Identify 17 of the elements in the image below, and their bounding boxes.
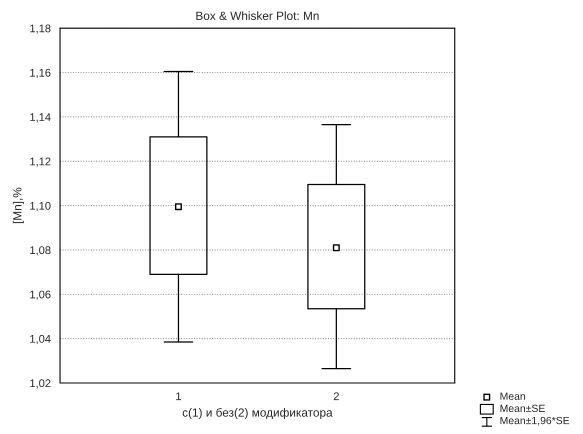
text: Mean±1,96*SE bbox=[500, 416, 570, 426]
x-tick-label: 2 bbox=[334, 392, 339, 400]
y-tick-label: 1,10 bbox=[30, 202, 51, 212]
y-tick-label: 1,14 bbox=[30, 113, 51, 122]
y-tick-label: 1,06 bbox=[30, 290, 51, 300]
y-tick-label: 1,04 bbox=[30, 334, 51, 344]
y-axis-title: [Mn],% bbox=[12, 188, 24, 224]
x-tick-label: 1 bbox=[176, 392, 182, 400]
text: Mean±SE bbox=[500, 404, 545, 412]
chart-title: Box & Whisker Plot: Mn bbox=[196, 11, 319, 20]
text: Mean bbox=[500, 392, 526, 400]
y-tick-label: 1,16 bbox=[30, 68, 51, 78]
y-tick-label: 1,08 bbox=[30, 246, 51, 256]
y-tick-label: 1,12 bbox=[30, 158, 50, 167]
y-tick-label: 1,02 bbox=[30, 379, 50, 388]
x-axis-title: с(1) и без(2) модификатора bbox=[182, 408, 333, 420]
y-tick-label: 1,18 bbox=[30, 24, 51, 34]
